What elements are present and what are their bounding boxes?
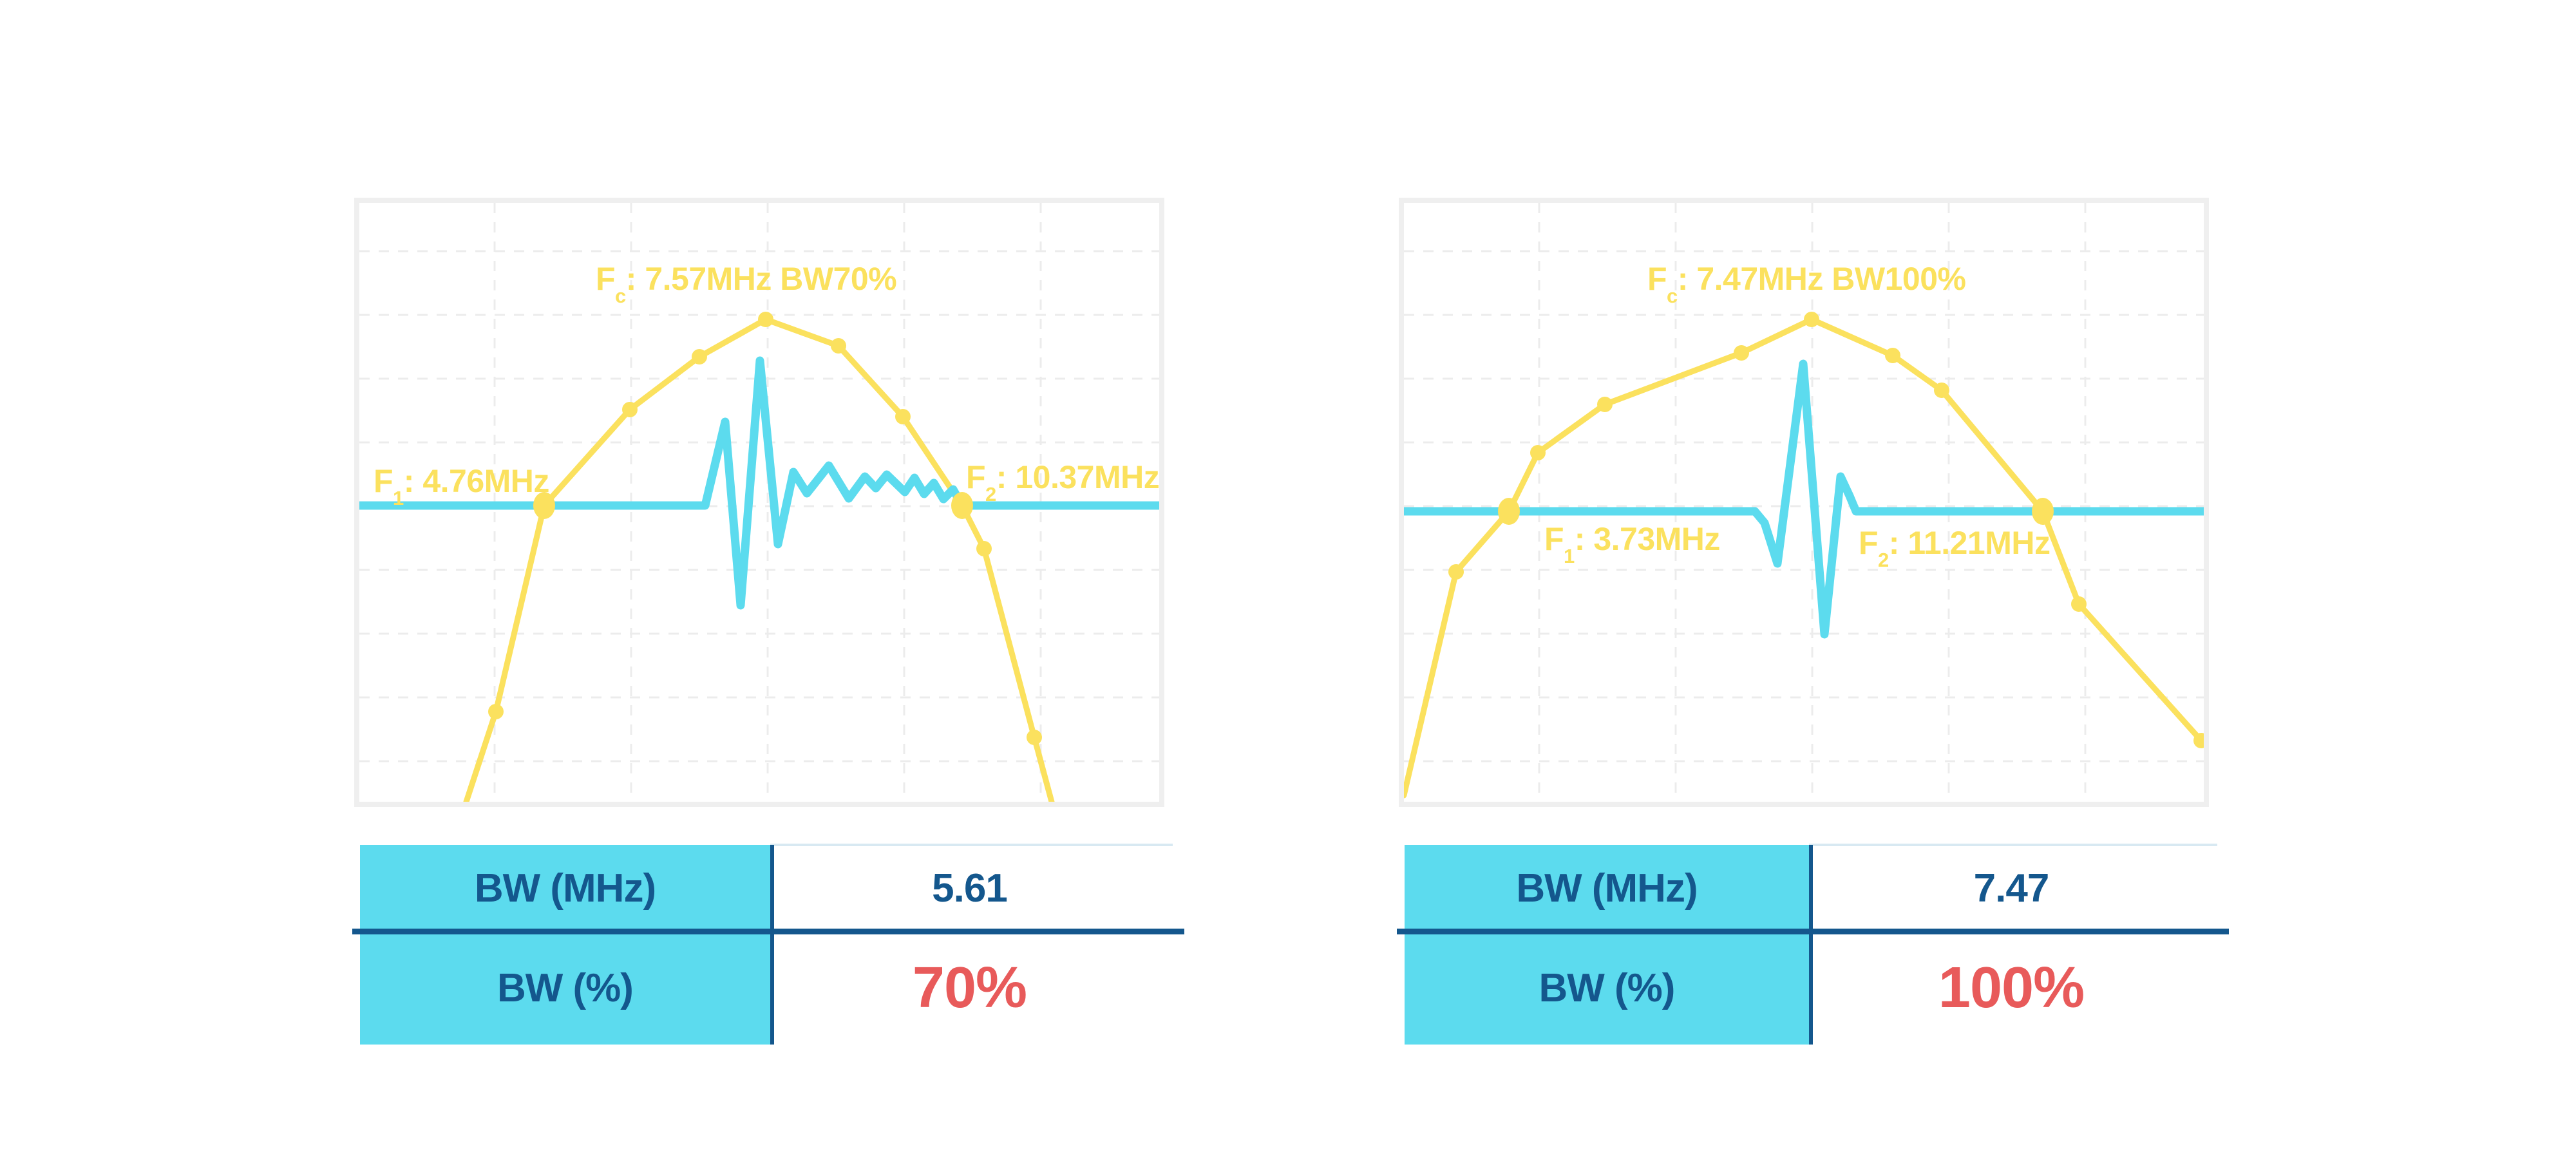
f1-value-text: : 3.73MHz xyxy=(1574,521,1721,557)
f1-symbol: F xyxy=(1544,521,1564,557)
table-value-bw-mhz: 5.61 xyxy=(770,845,1169,931)
table-column-divider xyxy=(1809,845,1813,1045)
table-row-divider xyxy=(1397,929,2229,934)
fc-annotation-right: Fc: 7.47MHz BW100% xyxy=(1647,261,1966,306)
table-header-bw-percent: BW (%) xyxy=(1405,931,1809,1045)
table-header-bw-mhz: BW (MHz) xyxy=(1405,845,1809,931)
fc-value-text: : 7.57MHz BW70% xyxy=(625,261,897,297)
spectrum-chart-bw70 xyxy=(354,198,1164,807)
spectrum-chart-bw100 xyxy=(1399,198,2209,807)
f1-annotation-right: F1: 3.73MHz xyxy=(1544,521,1721,566)
fc-value-text: : 7.47MHz BW100% xyxy=(1677,261,1966,297)
f2-annotation-right: F2: 11.21MHz xyxy=(1859,525,2050,570)
table-value-bw-mhz: 7.47 xyxy=(1809,845,2213,931)
f2-subscript: 2 xyxy=(1878,549,1889,572)
fc-subscript: c xyxy=(615,285,626,308)
f2-value-text: : 10.37MHz xyxy=(996,459,1160,495)
f2-symbol: F xyxy=(966,459,986,495)
fc-annotation-left: Fc: 7.57MHz BW70% xyxy=(596,261,897,306)
f1-symbol: F xyxy=(374,463,393,499)
table-header-bw-percent: BW (%) xyxy=(360,931,770,1045)
f2-value-text: : 11.21MHz xyxy=(1888,525,2050,561)
table-header-bw-mhz: BW (MHz) xyxy=(360,845,770,931)
f1-subscript: 1 xyxy=(1564,545,1575,568)
fc-subscript: c xyxy=(1667,285,1678,308)
f2-annotation-left: F2: 10.37MHz xyxy=(966,459,1160,504)
f1-subscript: 1 xyxy=(393,487,404,510)
table-top-rule xyxy=(1809,844,2217,846)
table-row-divider xyxy=(352,929,1184,934)
f1-value-text: : 4.76MHz xyxy=(403,463,550,499)
f2-subscript: 2 xyxy=(985,483,996,506)
table-column-divider xyxy=(770,845,774,1045)
table-top-rule xyxy=(770,844,1173,846)
fc-symbol: F xyxy=(1647,261,1667,297)
f1-annotation-left: F1: 4.76MHz xyxy=(374,463,550,508)
table-value-bw-percent: 70% xyxy=(770,931,1169,1045)
table-value-bw-percent: 100% xyxy=(1809,931,2213,1045)
f2-symbol: F xyxy=(1859,525,1879,561)
fc-symbol: F xyxy=(596,261,616,297)
